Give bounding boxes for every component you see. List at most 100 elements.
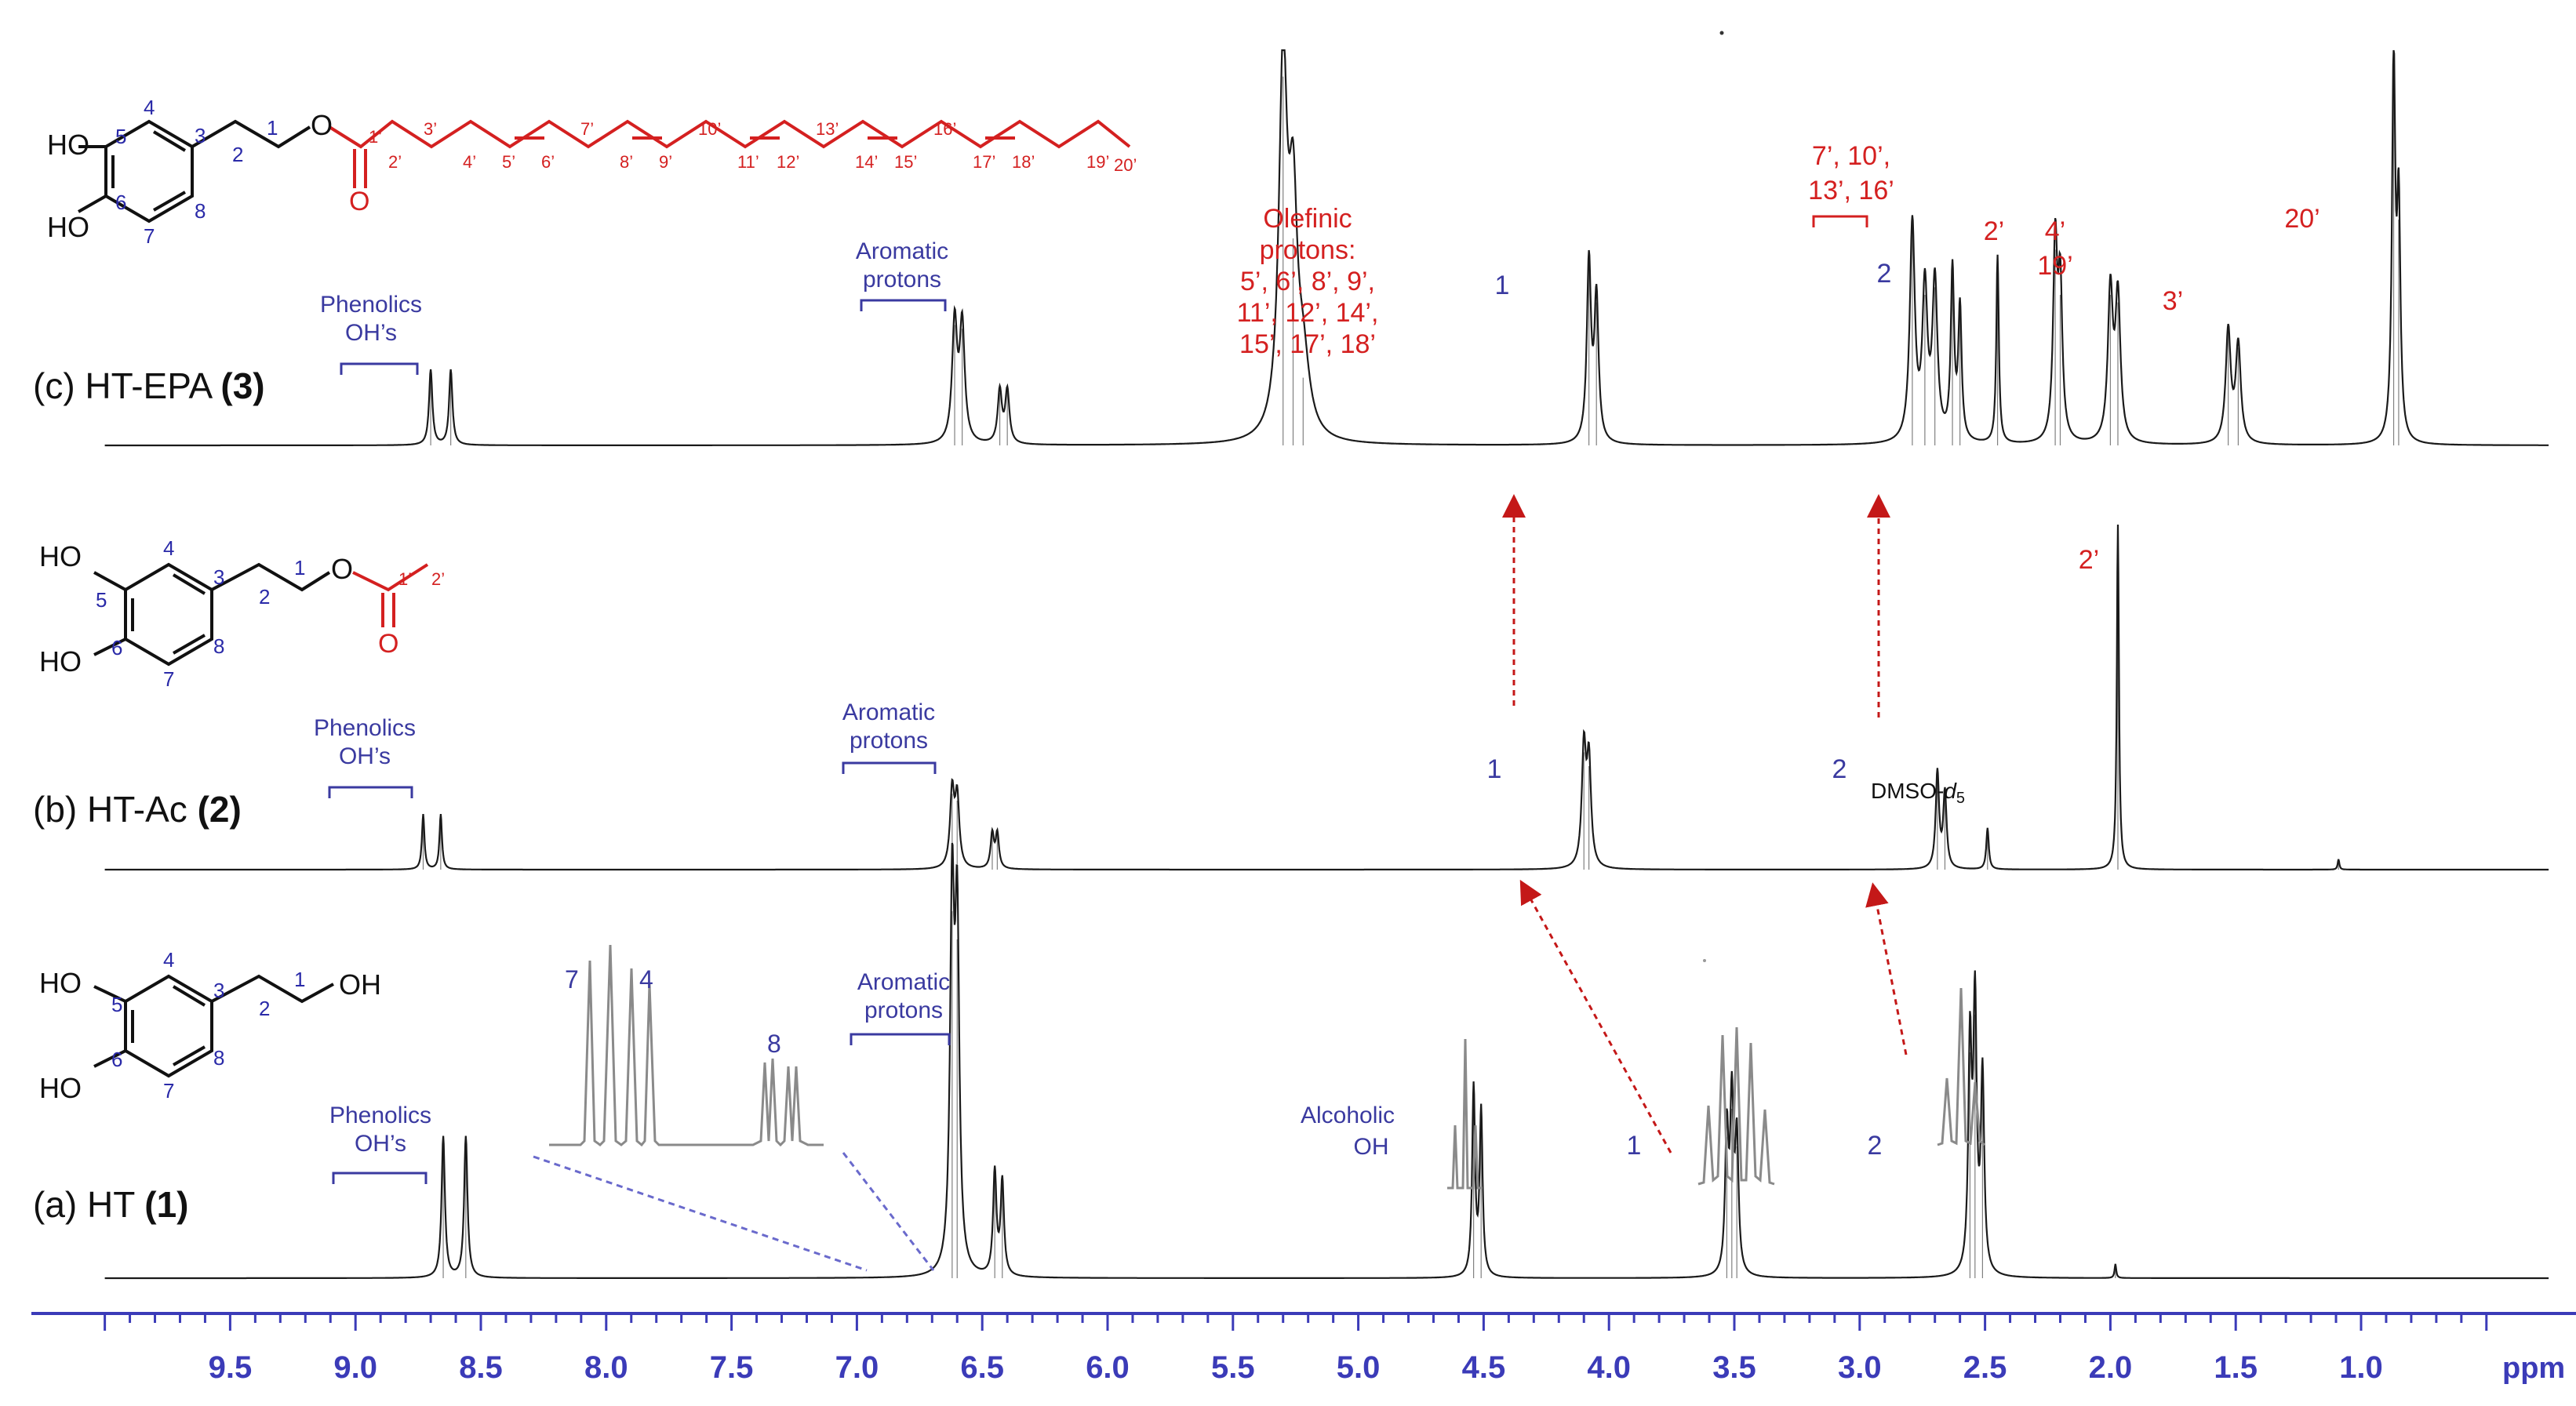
allylic-label: 13’, 16’	[1808, 176, 1894, 205]
atom-label: HO	[47, 129, 89, 161]
x-tick-label: 1.5	[2214, 1350, 2258, 1385]
atom-label: HO	[47, 211, 89, 243]
x-tick-label: 2.0	[2089, 1350, 2133, 1385]
position-label: 2	[232, 143, 243, 166]
position-label: 1	[294, 556, 305, 579]
position-label: 1	[294, 968, 305, 991]
bond	[93, 985, 126, 1003]
bond	[93, 1049, 126, 1068]
acyl-label: 15’	[894, 152, 917, 172]
acyl-label: 12’	[777, 152, 799, 172]
olefinic-line: 11’, 12’, 14’,	[1237, 298, 1379, 328]
acyl-label: 14’	[855, 152, 878, 172]
position-label: 2	[259, 997, 270, 1020]
acyl-label: 8’	[620, 152, 633, 172]
inset-labels-a: 7 4 8	[565, 965, 781, 1058]
ring-double-bond	[172, 985, 206, 1007]
acyl-label: 1’	[398, 569, 412, 589]
series-label-c-bold: (3)	[220, 365, 264, 406]
insets-a	[549, 944, 1985, 1190]
inset-alcoholic	[1447, 1038, 1483, 1190]
inset-h2	[1937, 987, 1985, 1146]
x-tick-label: 4.5	[1462, 1350, 1506, 1385]
aromatic-label-a: Aromatic	[857, 969, 950, 995]
peak-label-2-b: 2	[1832, 754, 1847, 784]
atom-label: OH	[339, 968, 381, 1001]
peak-label-1-c: 1	[1495, 271, 1510, 300]
x-tick-label: 2.5	[1963, 1350, 2007, 1385]
x-tick-label: 9.0	[333, 1350, 377, 1385]
inset-label-8: 8	[767, 1030, 781, 1058]
speck	[1719, 31, 1724, 35]
olefinic-line: 15’, 17’, 18’	[1239, 329, 1376, 359]
x-tick-label: 8.0	[584, 1350, 628, 1385]
acyl-label: 3’	[424, 119, 437, 139]
x-tick-label: 9.5	[209, 1350, 253, 1385]
position-label: 7	[163, 1079, 174, 1103]
position-label: 8	[213, 634, 224, 658]
peak-label-3p: 3’	[2163, 286, 2183, 316]
annotations-a: Phenolics OH’s Aromatic protons Alcoholi…	[329, 969, 1883, 1184]
ring-double-bond	[152, 130, 187, 152]
structure-c: HO HO 5 6 4 3 7 8 2 1 O 1’ O 2’ 3’ 4’ 5’…	[47, 96, 1137, 248]
aromatic-bracket-b	[842, 761, 937, 774]
series-label-b-bold: (2)	[198, 789, 242, 830]
position-label: 8	[195, 199, 206, 223]
acyl-chain-epa	[328, 119, 1131, 149]
acetyl-chain	[352, 563, 429, 592]
acyl-label: 18’	[1012, 152, 1035, 172]
phenolics-bracket-a	[332, 1172, 428, 1184]
acyl-label: O	[349, 187, 369, 216]
position-label: 5	[115, 125, 126, 148]
series-label-b-prefix: (b) HT-Ac	[33, 789, 198, 830]
olefinic-label: Olefinic protons: 5’, 6’, 8’, 9’, 11’, 1…	[1237, 204, 1379, 359]
position-label: 8	[213, 1046, 224, 1070]
series-label-c: (c) HT-EPA (3)	[33, 365, 265, 406]
allylic-bracket	[1812, 215, 1868, 227]
aromatic-label-c: protons	[863, 267, 941, 292]
dmso-label: DMSO-d5	[1871, 779, 1965, 807]
acyl-label: 10’	[698, 119, 721, 139]
aromatic-label-c: Aromatic	[856, 238, 948, 264]
atom-label: HO	[39, 967, 82, 999]
phenolics-label-a: Phenolics	[329, 1103, 431, 1128]
acyl-label: 1’	[369, 127, 382, 147]
peak-label-2p-c: 2’	[1984, 216, 2004, 246]
ethyl-chain	[211, 562, 331, 592]
structure-b: HO HO 5 6 4 3 7 8 2 1 O 1’ O 2’	[39, 536, 445, 691]
alcoholic-label: OH	[1354, 1134, 1389, 1160]
bond	[78, 194, 107, 213]
peak-label-2-a: 2	[1868, 1131, 1883, 1161]
series-label-c-prefix: (c) HT-EPA	[33, 365, 220, 406]
x-tick-label: 3.5	[1712, 1350, 1756, 1385]
position-label: 2	[259, 585, 270, 609]
benzene-ring-a	[124, 974, 213, 1078]
atom-label: O	[331, 553, 353, 585]
peak-label-1-b: 1	[1487, 754, 1502, 784]
phenolics-label-c: Phenolics	[320, 292, 422, 318]
peak-label-4p-19p: 19’	[2037, 251, 2072, 281]
annotations-b: Phenolics OH’s Aromatic protons 1 2 DMSO…	[314, 545, 2099, 807]
x-tick-label: 6.0	[1086, 1350, 1130, 1385]
inset-h1	[1697, 1026, 1775, 1186]
acyl-label: 17’	[973, 152, 995, 172]
position-label: 3	[195, 124, 206, 147]
aromatic-label-a: protons	[864, 997, 943, 1023]
olefinic-line: Olefinic	[1263, 204, 1352, 234]
x-tick-label: 7.5	[710, 1350, 754, 1385]
x-tick-label: 7.0	[835, 1350, 879, 1385]
benzene-ring-b	[124, 562, 213, 667]
acyl-label: 6’	[541, 152, 555, 172]
peak-label-2p-b: 2’	[2079, 545, 2099, 575]
ring-double-bond	[173, 634, 206, 655]
annotations-c: Phenolics OH’s Aromatic protons Olefinic…	[320, 141, 2320, 375]
x-tick-label: 5.0	[1337, 1350, 1381, 1385]
x-axis: 9.5 9.0 8.5 8.0 7.5 7.0 6.5 6.0 5.5 5.0 4.5 4.0 3.5 3…	[31, 1312, 2576, 1385]
position-label: 5	[96, 588, 107, 612]
olefinic-line: 5’, 6’, 8’, 9’,	[1240, 267, 1375, 296]
position-label: 1	[267, 116, 278, 140]
x-tick-label: 8.5	[459, 1350, 503, 1385]
position-label: 3	[213, 565, 224, 589]
series-label-a-prefix: (a) HT	[33, 1184, 144, 1225]
